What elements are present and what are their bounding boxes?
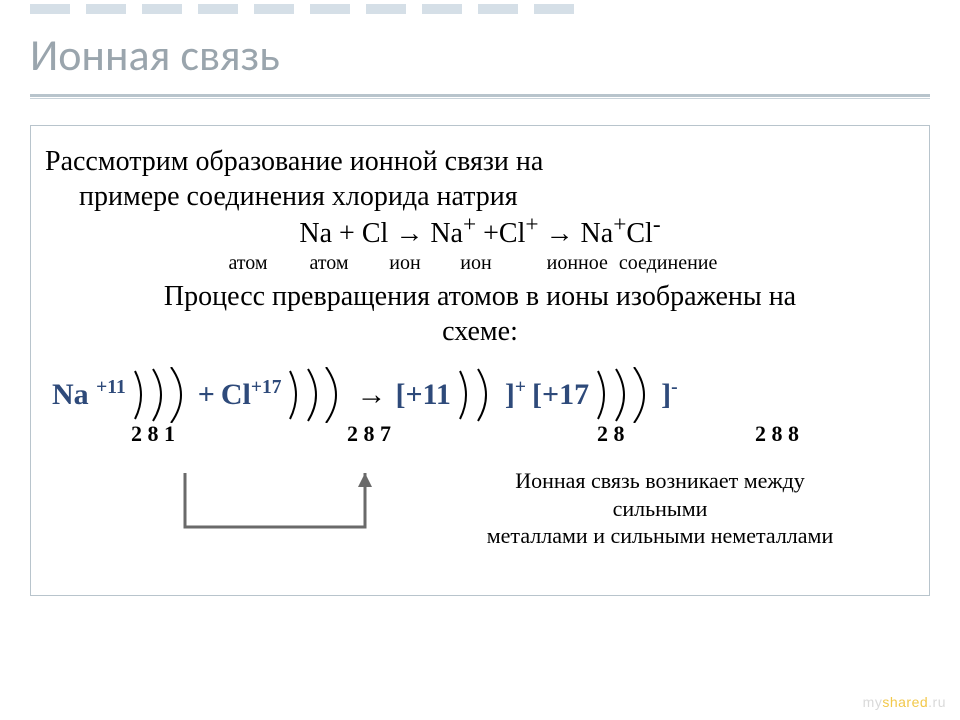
ion1-core: +11 bbox=[405, 378, 450, 411]
intro-text: Рассмотрим образование ионной связи на п… bbox=[45, 144, 915, 214]
eq-na-ion-sup: + bbox=[463, 212, 476, 238]
scheme-cl: Cl+17 bbox=[218, 378, 285, 412]
equation-line: Na + Cl → Na+ +Cl+ → Na+Cl- bbox=[45, 218, 915, 250]
equation-annotation: атом атом ион ион ионное соединение bbox=[45, 252, 915, 275]
annot-atom2: атом bbox=[294, 252, 364, 275]
bottom-area: Ионная связь возникает между сильными ме… bbox=[45, 457, 915, 577]
shells-ion2: 2 8 8 bbox=[755, 421, 905, 447]
eq-cl-ion: Cl bbox=[499, 218, 525, 249]
ion1-sup: + bbox=[515, 377, 526, 398]
scheme-ion1-close: ]+ bbox=[502, 378, 529, 412]
watermark-p2: shared bbox=[882, 694, 928, 710]
annot-compound: ионное соединение bbox=[517, 252, 747, 275]
intro-line1: Рассмотрим образование ионной связи на bbox=[45, 146, 543, 177]
shells-cl: 2 8 7 bbox=[303, 421, 537, 447]
annot-atom1: атом bbox=[213, 252, 283, 275]
eq-comp-cl: Cl bbox=[626, 218, 652, 249]
annot-ion2: ион bbox=[446, 252, 506, 275]
bottom-note-l1: Ионная связь возникает между bbox=[515, 468, 805, 493]
scheme-ion2-close: ]- bbox=[658, 378, 681, 412]
eq-comp-cl-sup: - bbox=[653, 212, 661, 238]
shell-labels-row: 2 8 1 2 8 7 2 8 2 8 8 bbox=[45, 421, 915, 447]
eq-comp-na: Na bbox=[581, 218, 614, 249]
process-line1: Процесс превращения атомов в ионы изобра… bbox=[164, 281, 796, 312]
transfer-arrow-icon bbox=[175, 467, 385, 557]
watermark-p3: .ru bbox=[928, 694, 946, 710]
eq-cl: Cl bbox=[362, 218, 388, 249]
scheme-na-label: Na bbox=[52, 378, 96, 411]
intro-line2: примере соединения хлорида натрия bbox=[51, 179, 915, 214]
eq-arr2: → bbox=[539, 218, 581, 249]
electron-scheme: Na +11 + Cl+17 → [+11 ]+ [+17 bbox=[45, 349, 915, 423]
eq-comp-na-sup: + bbox=[613, 212, 626, 238]
page-title: Ионная связь bbox=[30, 28, 930, 92]
bottom-note-l2: сильными bbox=[613, 496, 708, 521]
ion2-core: +17 bbox=[542, 378, 589, 411]
scheme-ion1: [+11 bbox=[392, 378, 453, 412]
eq-plus2: + bbox=[476, 218, 499, 249]
scheme-na: Na +11 bbox=[49, 378, 129, 412]
arcs-ion1 bbox=[454, 367, 502, 423]
process-line2: схеме: bbox=[442, 316, 518, 347]
scheme-arrow: → bbox=[350, 378, 392, 412]
watermark-p1: my bbox=[863, 694, 883, 710]
scheme-cl-charge: +17 bbox=[251, 377, 282, 398]
eq-na-ion: Na bbox=[430, 218, 463, 249]
bottom-note-l3: металлами и сильными неметаллами bbox=[487, 523, 834, 548]
arcs-cl bbox=[284, 367, 350, 423]
eq-arr1: → bbox=[388, 218, 430, 249]
bottom-note: Ионная связь возникает между сильными ме… bbox=[415, 467, 905, 550]
eq-cl-ion-sup: + bbox=[525, 212, 538, 238]
scheme-ion2: [+17 bbox=[529, 378, 592, 412]
watermark: myshared.ru bbox=[863, 694, 946, 710]
ion2-close-b: ] bbox=[661, 378, 671, 411]
arcs-na bbox=[129, 367, 195, 423]
ion2-open: [ bbox=[532, 378, 542, 411]
header-decoration bbox=[30, 0, 930, 18]
content-box: Рассмотрим образование ионной связи на п… bbox=[30, 125, 930, 596]
eq-plus1: + bbox=[332, 218, 362, 249]
eq-na: Na bbox=[299, 218, 332, 249]
ion1-open: [ bbox=[395, 378, 405, 411]
scheme-plus: + bbox=[195, 378, 218, 412]
title-underline bbox=[30, 94, 930, 97]
annot-ion1: ион bbox=[375, 252, 435, 275]
shells-ion1: 2 8 bbox=[537, 421, 755, 447]
process-text: Процесс превращения атомов в ионы изобра… bbox=[45, 279, 915, 349]
ion2-sup: - bbox=[671, 377, 678, 398]
ion1-close-b: ] bbox=[505, 378, 515, 411]
arcs-ion2 bbox=[592, 367, 658, 423]
scheme-cl-label: Cl bbox=[221, 378, 251, 411]
scheme-na-charge: +11 bbox=[96, 377, 126, 398]
shells-na: 2 8 1 bbox=[45, 421, 303, 447]
